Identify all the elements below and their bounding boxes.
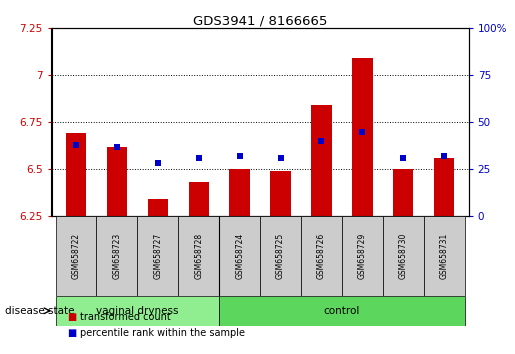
Text: GSM658724: GSM658724 <box>235 233 244 279</box>
Title: GDS3941 / 8166665: GDS3941 / 8166665 <box>193 14 327 27</box>
Bar <box>424 216 465 296</box>
Bar <box>56 296 219 326</box>
Text: GSM658725: GSM658725 <box>276 233 285 279</box>
Bar <box>66 133 87 216</box>
Bar <box>393 169 414 216</box>
Text: GSM658729: GSM658729 <box>358 233 367 279</box>
Bar <box>342 216 383 296</box>
Bar <box>219 216 260 296</box>
Bar <box>56 216 96 296</box>
Bar <box>311 105 332 216</box>
Text: transformed count: transformed count <box>80 312 170 322</box>
Bar <box>107 147 127 216</box>
Text: GSM658728: GSM658728 <box>194 233 203 279</box>
Text: GSM658731: GSM658731 <box>440 233 449 279</box>
Bar <box>434 158 454 216</box>
Text: percentile rank within the sample: percentile rank within the sample <box>80 328 245 338</box>
Text: disease state: disease state <box>5 306 75 316</box>
Bar <box>270 171 291 216</box>
Bar <box>96 216 138 296</box>
Bar <box>229 169 250 216</box>
Bar <box>383 216 424 296</box>
Bar <box>301 216 342 296</box>
Text: ■: ■ <box>67 312 76 322</box>
Text: GSM658727: GSM658727 <box>153 233 162 279</box>
Bar <box>188 182 209 216</box>
Bar <box>148 199 168 216</box>
Bar <box>352 58 372 216</box>
Bar <box>178 216 219 296</box>
Text: ■: ■ <box>67 328 76 338</box>
Bar <box>138 216 178 296</box>
Text: GSM658722: GSM658722 <box>72 233 80 279</box>
Text: GSM658726: GSM658726 <box>317 233 326 279</box>
Text: GSM658723: GSM658723 <box>112 233 122 279</box>
Bar <box>219 296 465 326</box>
Text: control: control <box>324 306 360 316</box>
Text: vaginal dryness: vaginal dryness <box>96 306 179 316</box>
Bar <box>260 216 301 296</box>
Text: GSM658730: GSM658730 <box>399 233 408 279</box>
